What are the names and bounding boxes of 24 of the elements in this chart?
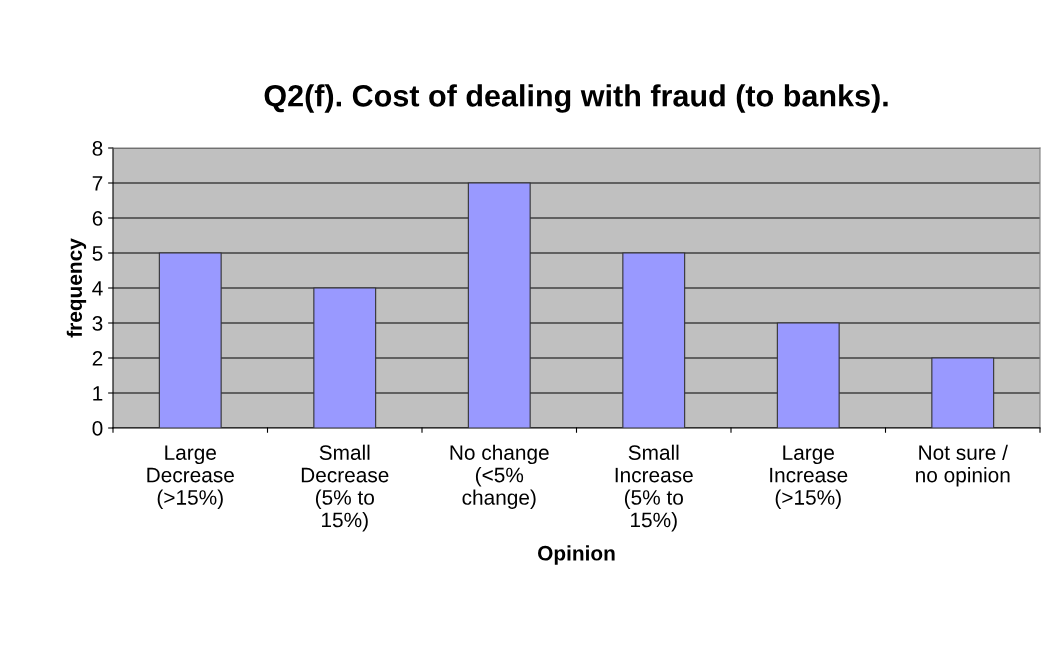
x-tick-label: Large Decrease (>15%) [147,445,234,509]
x-tick-label: Large Increase (>15%) [770,445,848,509]
x-tick-label: Small Decrease (5% to 15%) [301,444,389,532]
y-tick-label: 2 [92,351,103,366]
y-tick-label: 1 [93,386,103,401]
x-tick-label: Small Increase (5% to 15%) [615,444,693,532]
y-tick-label: 5 [92,246,103,261]
bar [313,287,377,428]
y-tick-label: 6 [92,211,103,226]
bar [622,252,686,428]
y-tick-label: 7 [92,176,103,191]
y-tick-label: 0 [92,421,103,436]
y-axis-title: frequency [66,238,87,338]
x-tick-label: Not sure / no opinion [916,444,1010,487]
y-tick-label: 3 [92,316,103,331]
chart-title: Q2(f). Cost of dealing with fraud (to banks). [264,84,888,113]
bar [931,357,995,428]
x-tick-label: No change (<5% change) [450,444,549,509]
bar [776,322,840,428]
x-axis-title: Opinion [538,545,615,565]
y-tick-label: 4 [92,281,103,296]
bar [467,182,531,428]
bar [158,252,222,428]
y-tick-label: 8 [92,141,103,156]
